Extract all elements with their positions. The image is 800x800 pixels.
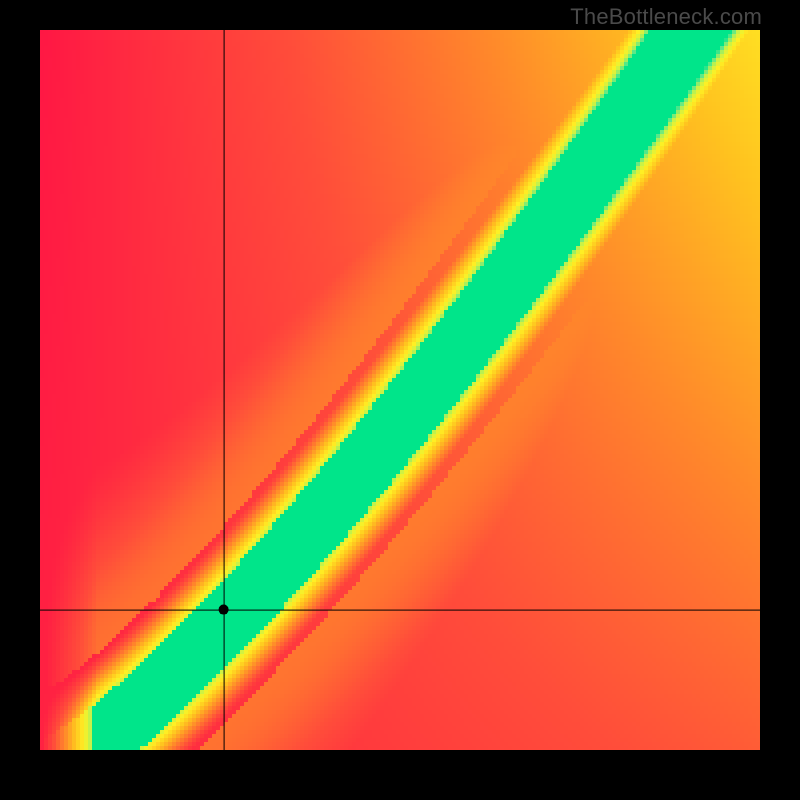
heatmap-canvas (40, 30, 760, 750)
root-container: TheBottleneck.com (0, 0, 800, 800)
watermark-text: TheBottleneck.com (570, 4, 762, 30)
plot-area (40, 30, 760, 750)
